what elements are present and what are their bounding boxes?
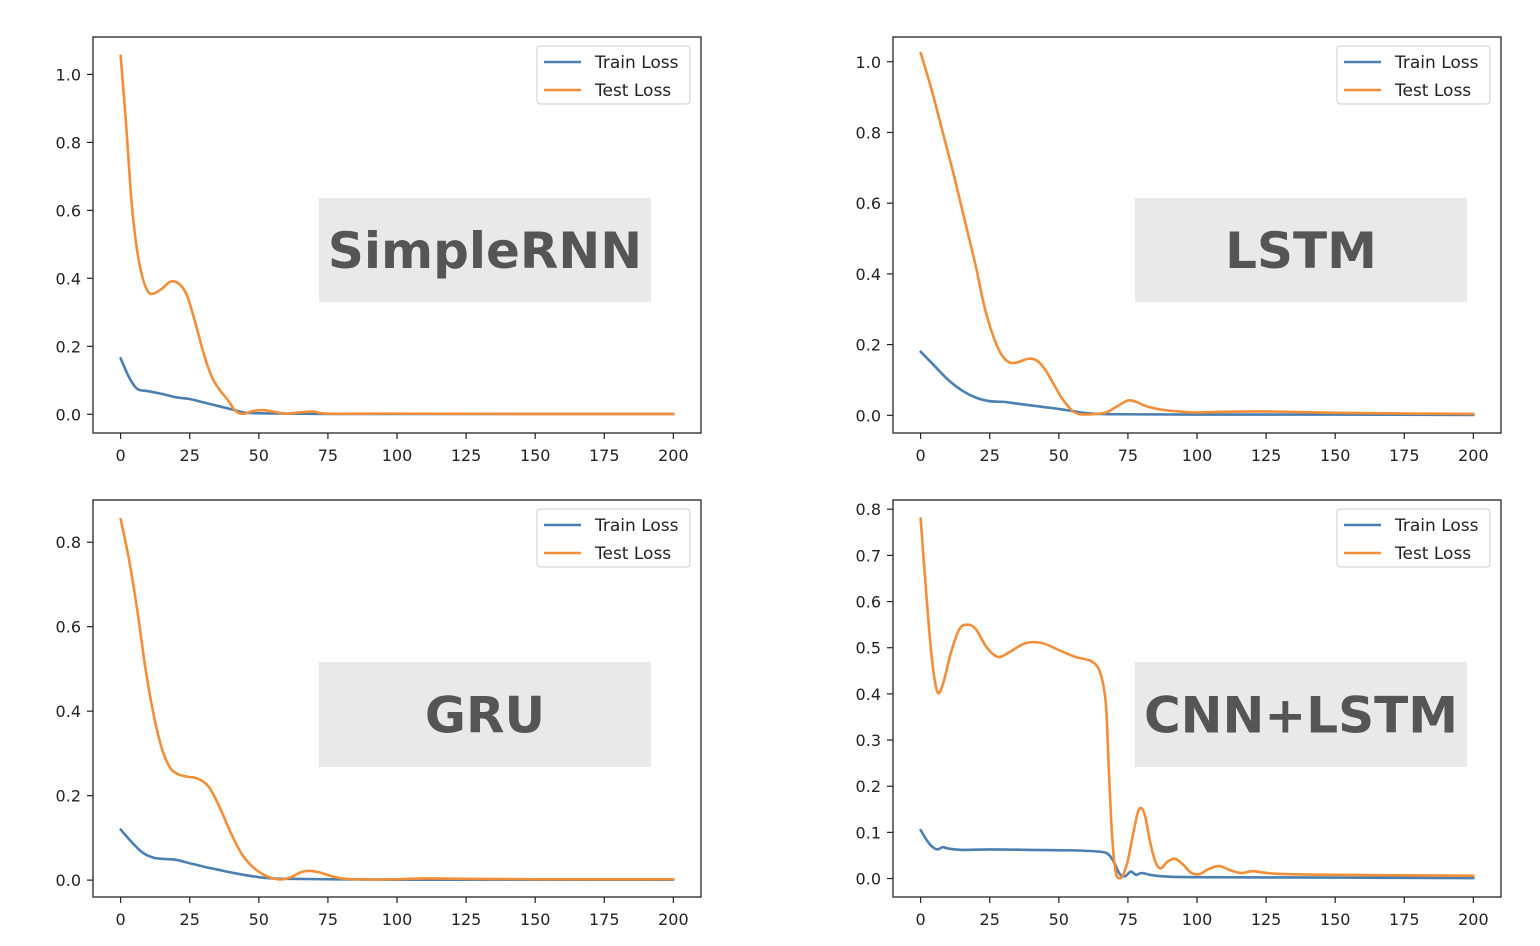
y-tick-label: 0.2 [56, 787, 81, 806]
model-label: SimpleRNN [328, 222, 642, 280]
legend: Train Loss Test Loss [1336, 508, 1491, 568]
x-tick-label: 50 [1049, 446, 1069, 465]
legend: Train Loss Test Loss [1336, 45, 1491, 105]
x-tick-label: 200 [658, 446, 689, 465]
train-loss-line [119, 356, 675, 416]
x-tick-label: 125 [451, 910, 482, 929]
y-tick-label: 0.5 [856, 639, 881, 658]
x-tick-label: 75 [318, 446, 338, 465]
y-tick-label: 0.6 [56, 618, 81, 637]
x-tick-label: 200 [1458, 446, 1489, 465]
x-tick-label: 0 [116, 910, 126, 929]
x-tick-label: 150 [520, 446, 551, 465]
x-tick-label: 125 [1251, 910, 1282, 929]
chart-panel-1: 0 25 50 75 100 125 150 175 200 0.0 0.2 0.4 0.6 0.8 1.0… [56, 36, 702, 465]
legend-train-label: Train Loss [1394, 53, 1479, 73]
y-tick-label: 1.0 [56, 65, 81, 84]
y-tick-label: 0.7 [856, 546, 881, 565]
series-group [919, 51, 1475, 417]
model-label: LSTM [1225, 222, 1377, 280]
legend-train-label: Train Loss [1394, 516, 1479, 536]
x-tick-label: 25 [980, 446, 1000, 465]
x-tick-label: 175 [589, 910, 620, 929]
x-tick-label: 200 [1458, 910, 1489, 929]
x-tick-label: 0 [916, 910, 926, 929]
x-tick-label: 100 [382, 446, 413, 465]
y-tick-label: 0.6 [56, 201, 81, 220]
chart-panel-4: 0 25 50 75 100 125 150 175 200 0.0 0.1 0.2 0.3 0.4 0.5… [856, 499, 1502, 929]
x-tick-label: 150 [520, 910, 551, 929]
y-tick-label: 0.0 [56, 871, 81, 890]
y-tick-label: 0.0 [856, 870, 881, 889]
model-label: GRU [425, 687, 545, 745]
y-tick-label: 0.1 [856, 823, 881, 842]
train-loss-line [119, 828, 675, 882]
x-tick-label: 0 [116, 446, 126, 465]
model-label-box [319, 198, 651, 302]
legend: Train Loss Test Loss [536, 45, 691, 105]
model-label-box [319, 662, 651, 767]
x-tick-label: 50 [249, 446, 269, 465]
x-tick-label: 25 [180, 446, 200, 465]
test-loss-line [119, 54, 675, 416]
legend-train-label: Train Loss [594, 53, 679, 73]
model-label-box [1135, 662, 1467, 767]
x-tick-label: 50 [1049, 910, 1069, 929]
x-tick-label: 150 [1320, 446, 1351, 465]
y-tick-label: 0.4 [856, 265, 881, 284]
test-loss-line [119, 517, 675, 881]
x-tick-label: 100 [1182, 446, 1213, 465]
train-loss-line [919, 350, 1475, 417]
x-tick-label: 125 [451, 446, 482, 465]
y-tick-label: 0.6 [856, 194, 881, 213]
x-tick-label: 25 [180, 910, 200, 929]
y-tick-label: 0.4 [56, 702, 81, 721]
legend-test-label: Test Loss [1394, 81, 1471, 101]
y-tick-label: 0.8 [856, 500, 881, 519]
x-tick-label: 200 [658, 910, 689, 929]
y-tick-label: 0.2 [856, 777, 881, 796]
y-tick-label: 0.4 [856, 685, 881, 704]
x-tick-label: 75 [1118, 446, 1138, 465]
x-tick-label: 0 [916, 446, 926, 465]
model-label-box [1135, 198, 1467, 302]
train-loss-line [919, 828, 1475, 880]
legend-train-label: Train Loss [594, 516, 679, 536]
x-tick-label: 150 [1320, 910, 1351, 929]
model-label: CNN+LSTM [1144, 687, 1458, 745]
y-tick-label: 1.0 [856, 53, 881, 72]
legend-test-label: Test Loss [594, 544, 671, 564]
x-tick-label: 100 [1182, 910, 1213, 929]
legend: Train Loss Test Loss [536, 508, 691, 568]
y-tick-label: 0.2 [856, 336, 881, 355]
y-tick-label: 0.8 [856, 123, 881, 142]
series-group [919, 517, 1475, 880]
y-tick-label: 0.3 [856, 731, 881, 750]
series-group [119, 517, 675, 882]
y-tick-label: 0.0 [56, 405, 81, 424]
y-tick-label: 0.2 [56, 337, 81, 356]
y-tick-label: 0.8 [56, 133, 81, 152]
chart-panel-2: 0 25 50 75 100 125 150 175 200 0.0 0.2 0.4 0.6 0.8 1.0… [856, 36, 1502, 465]
y-tick-label: 0.8 [56, 533, 81, 552]
x-tick-label: 175 [1389, 910, 1420, 929]
x-tick-label: 50 [249, 910, 269, 929]
series-group [119, 54, 675, 416]
y-tick-label: 0.4 [56, 269, 81, 288]
chart-panel-3: 0 25 50 75 100 125 150 175 200 0.0 0.2 0.4 0.6 0.8 Tra… [56, 499, 702, 929]
x-tick-label: 100 [382, 910, 413, 929]
x-tick-label: 25 [980, 910, 1000, 929]
x-tick-label: 125 [1251, 446, 1282, 465]
x-tick-label: 75 [1118, 910, 1138, 929]
y-tick-label: 0.0 [856, 406, 881, 425]
x-tick-label: 175 [1389, 446, 1420, 465]
legend-test-label: Test Loss [594, 81, 671, 101]
x-tick-label: 175 [589, 446, 620, 465]
y-tick-label: 0.6 [856, 593, 881, 612]
test-loss-line [919, 517, 1475, 880]
test-loss-line [919, 51, 1475, 416]
x-tick-label: 75 [318, 910, 338, 929]
legend-test-label: Test Loss [1394, 544, 1471, 564]
